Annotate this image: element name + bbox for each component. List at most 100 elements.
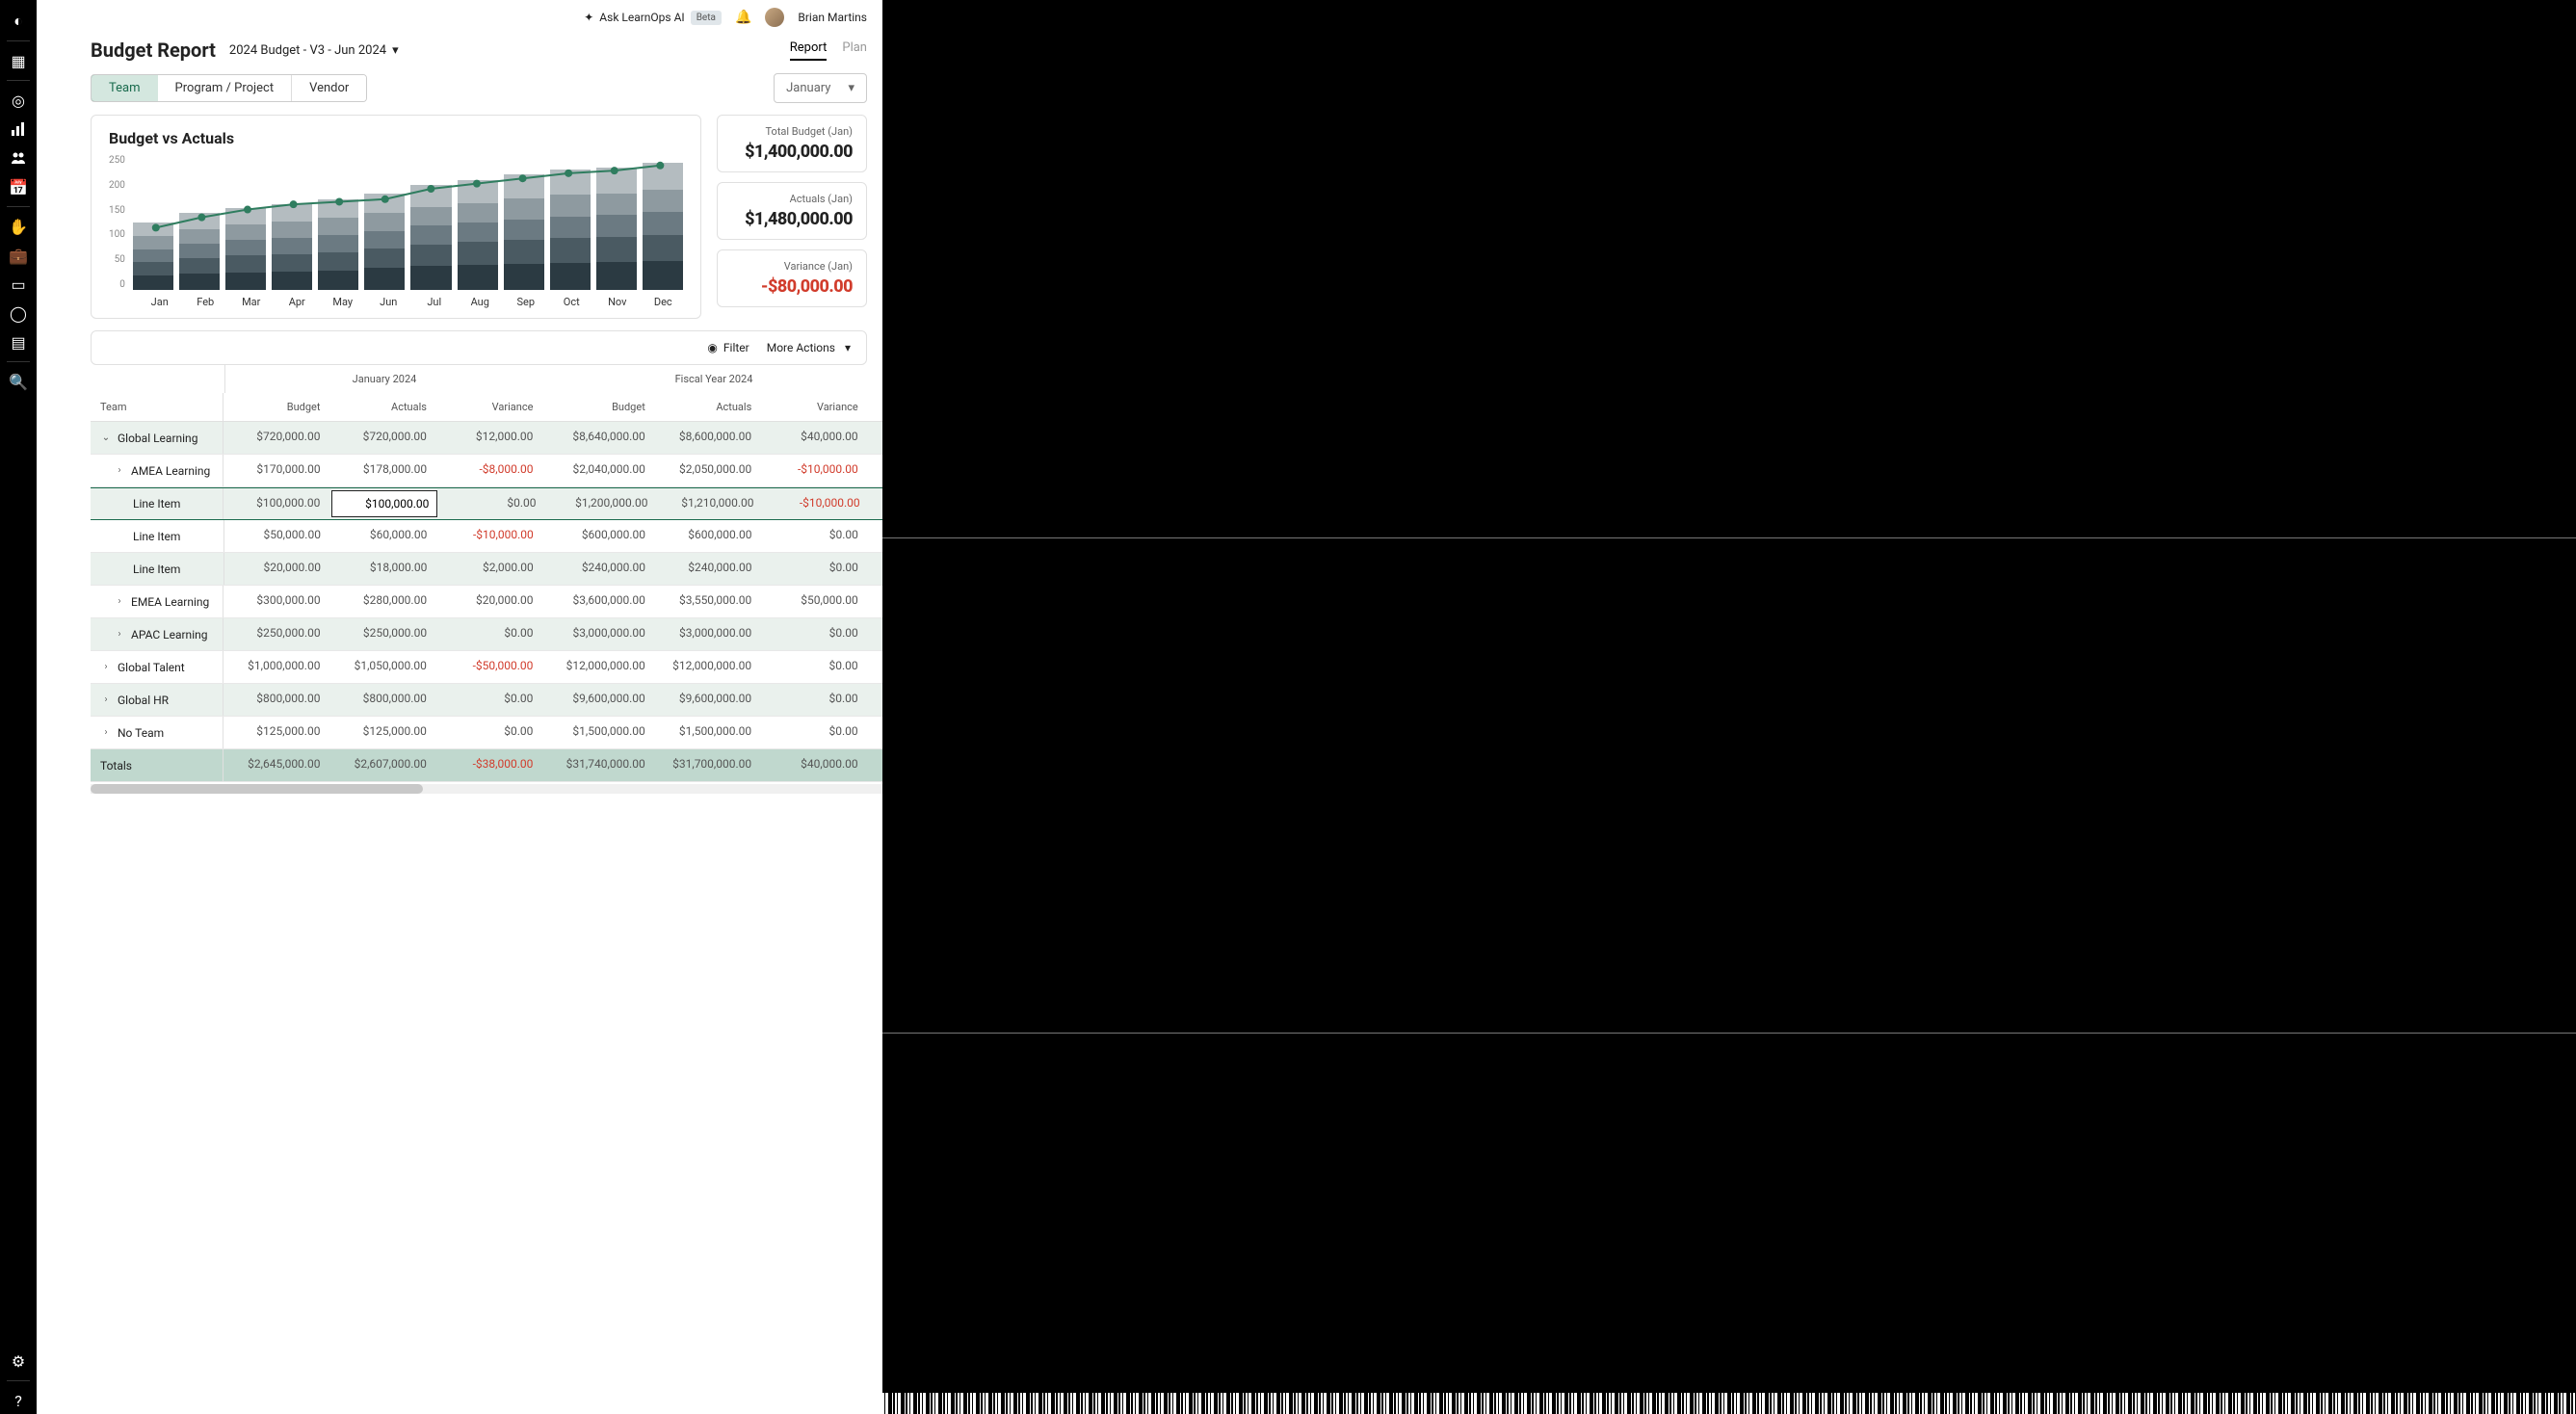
table-row[interactable]: Line Item$50,000.00$60,000.00-$10,000.00… [91, 520, 882, 553]
kpi-value: $1,480,000.00 [731, 209, 853, 229]
cell-value: $100,000.00 [223, 488, 329, 519]
cell-value: $1,500,000.00 [548, 717, 654, 748]
search-doc-icon[interactable]: 🔍 [3, 368, 34, 395]
chevron-right-icon[interactable]: › [114, 629, 125, 640]
cell-detail [874, 422, 882, 454]
table-row[interactable]: ›No Team$125,000.00$125,000.00$0.00$1,50… [91, 717, 882, 749]
table-row[interactable]: ›Global Talent$1,000,000.00$1,050,000.00… [91, 651, 882, 684]
chevron-right-icon[interactable]: › [114, 596, 125, 607]
col-variance-fy[interactable]: Variance [761, 393, 867, 421]
filter-button[interactable]: ◉ Filter [707, 341, 749, 354]
cell-value: $12,000,000.00 [548, 651, 654, 683]
cell-value[interactable]: $100,000.00 [331, 490, 437, 517]
table-row[interactable]: Line Item$100,000.00$100,000.00$0.00$1,2… [91, 487, 882, 520]
col-program[interactable]: Program [874, 393, 882, 421]
ask-ai-button[interactable]: ✦ Ask LearnOps AI Beta [584, 11, 722, 25]
row-label: Global Talent [118, 661, 185, 674]
cell-value: $2,000.00 [436, 553, 542, 585]
col-variance[interactable]: Variance [436, 393, 542, 421]
caret-down-icon: ▾ [848, 81, 854, 95]
cell-value: -$50,000.00 [436, 651, 542, 683]
check-circle-icon[interactable]: ◯ [3, 300, 34, 327]
cell-detail [874, 717, 882, 748]
chevron-right-icon[interactable]: › [100, 662, 112, 672]
more-actions-button[interactable]: More Actions ▾ [767, 341, 851, 354]
cell-value: -$38,000.00 [436, 749, 542, 781]
table-row[interactable]: ›Global HR$800,000.00$800,000.00$0.00$9,… [91, 684, 882, 717]
cell-value: $3,600,000.00 [548, 586, 654, 617]
table-row[interactable]: ⌄Global Learning$720,000.00$720,000.00$1… [91, 422, 882, 455]
cell-value: -$10,000.00 [764, 488, 870, 519]
cell-value: $9,600,000.00 [548, 684, 654, 716]
cell-detail [874, 684, 882, 716]
scrollbar-thumb[interactable] [91, 784, 423, 794]
cell-value: $280,000.00 [330, 586, 436, 617]
cell-value: $1,000,000.00 [223, 651, 329, 683]
tab-report[interactable]: Report [790, 40, 828, 61]
target-icon[interactable]: ◎ [3, 87, 34, 114]
cell-value: $1,210,000.00 [657, 488, 763, 519]
cell-value: $3,550,000.00 [655, 586, 761, 617]
row-label: Line Item [133, 563, 180, 576]
horizontal-scrollbar[interactable] [91, 784, 882, 794]
cell-value: $800,000.00 [329, 684, 435, 716]
chevron-right-icon[interactable]: › [114, 465, 125, 476]
table-row[interactable]: ›AMEA Learning$170,000.00$178,000.00-$8,… [91, 455, 882, 487]
col-budget-fy[interactable]: Budget [548, 393, 654, 421]
chevron-down-icon[interactable]: ⌄ [100, 432, 112, 443]
cell-value: $600,000.00 [655, 520, 761, 552]
row-label: AMEA Learning [131, 464, 210, 478]
cell-value: -$10,000.00 [761, 455, 867, 486]
page-title: Budget Report [91, 39, 216, 62]
seg-program[interactable]: Program / Project [158, 75, 293, 101]
col-actuals[interactable]: Actuals [329, 393, 435, 421]
table-row[interactable]: Totals$2,645,000.00$2,607,000.00-$38,000… [91, 749, 882, 782]
kpi-value: $1,400,000.00 [731, 142, 853, 162]
cell-detail [874, 586, 882, 617]
cell-value: $40,000.00 [761, 749, 867, 781]
gear-icon[interactable]: ⚙ [3, 1348, 34, 1375]
user-avatar[interactable] [765, 8, 784, 27]
row-label: No Team [118, 726, 164, 740]
table-row[interactable]: ›APAC Learning$250,000.00$250,000.00$0.0… [91, 618, 882, 651]
dashboard-icon[interactable]: ▦ [3, 47, 34, 74]
cell-detail: Program 001 [874, 520, 882, 552]
col-budget[interactable]: Budget [223, 393, 329, 421]
table-row[interactable]: ›EMEA Learning$300,000.00$280,000.00$20,… [91, 586, 882, 618]
month-select[interactable]: January ▾ [774, 73, 867, 103]
cell-detail [874, 455, 882, 486]
seg-vendor[interactable]: Vendor [292, 75, 366, 101]
month-select-label: January [786, 81, 830, 95]
cell-value: $250,000.00 [223, 618, 329, 650]
cell-value: $12,000.00 [436, 422, 542, 454]
calendar-icon[interactable]: 📅 [3, 173, 34, 200]
view-segmented: Team Program / Project Vendor [91, 74, 367, 102]
cell-value: $40,000.00 [761, 422, 867, 454]
tab-plan[interactable]: Plan [842, 40, 867, 61]
team-icon[interactable] [3, 144, 34, 171]
barcode-strip [882, 1393, 2576, 1414]
chart-icon[interactable] [3, 116, 34, 143]
filter-icon: ◉ [707, 341, 717, 354]
seg-team[interactable]: Team [91, 74, 159, 102]
chevron-right-icon[interactable]: › [100, 727, 112, 738]
help-icon[interactable]: ? [3, 1387, 34, 1414]
row-label: EMEA Learning [131, 595, 209, 609]
cell-value: -$10,000.00 [436, 520, 542, 552]
chevron-right-icon[interactable]: › [100, 694, 112, 705]
bell-icon[interactable]: 🔔 [735, 10, 751, 25]
table-row[interactable]: Line Item$20,000.00$18,000.00$2,000.00$2… [91, 553, 882, 586]
col-actuals-fy[interactable]: Actuals [655, 393, 761, 421]
budget-selector[interactable]: 2024 Budget - V3 - Jun 2024 ▾ [229, 43, 399, 58]
user-name: Brian Martins [798, 11, 867, 24]
cell-value: $0.00 [761, 520, 867, 552]
cell-value: $3,000,000.00 [655, 618, 761, 650]
chart-bar [643, 163, 683, 290]
budget-selector-label: 2024 Budget - V3 - Jun 2024 [229, 43, 386, 58]
hand-icon[interactable]: ✋ [3, 213, 34, 240]
document-icon[interactable]: ▤ [3, 328, 34, 355]
logo-icon[interactable]: ◐ [3, 8, 34, 35]
card-icon[interactable]: ▭ [3, 271, 34, 298]
briefcase-icon[interactable]: 💼 [3, 242, 34, 269]
cell-value: $178,000.00 [330, 455, 436, 486]
